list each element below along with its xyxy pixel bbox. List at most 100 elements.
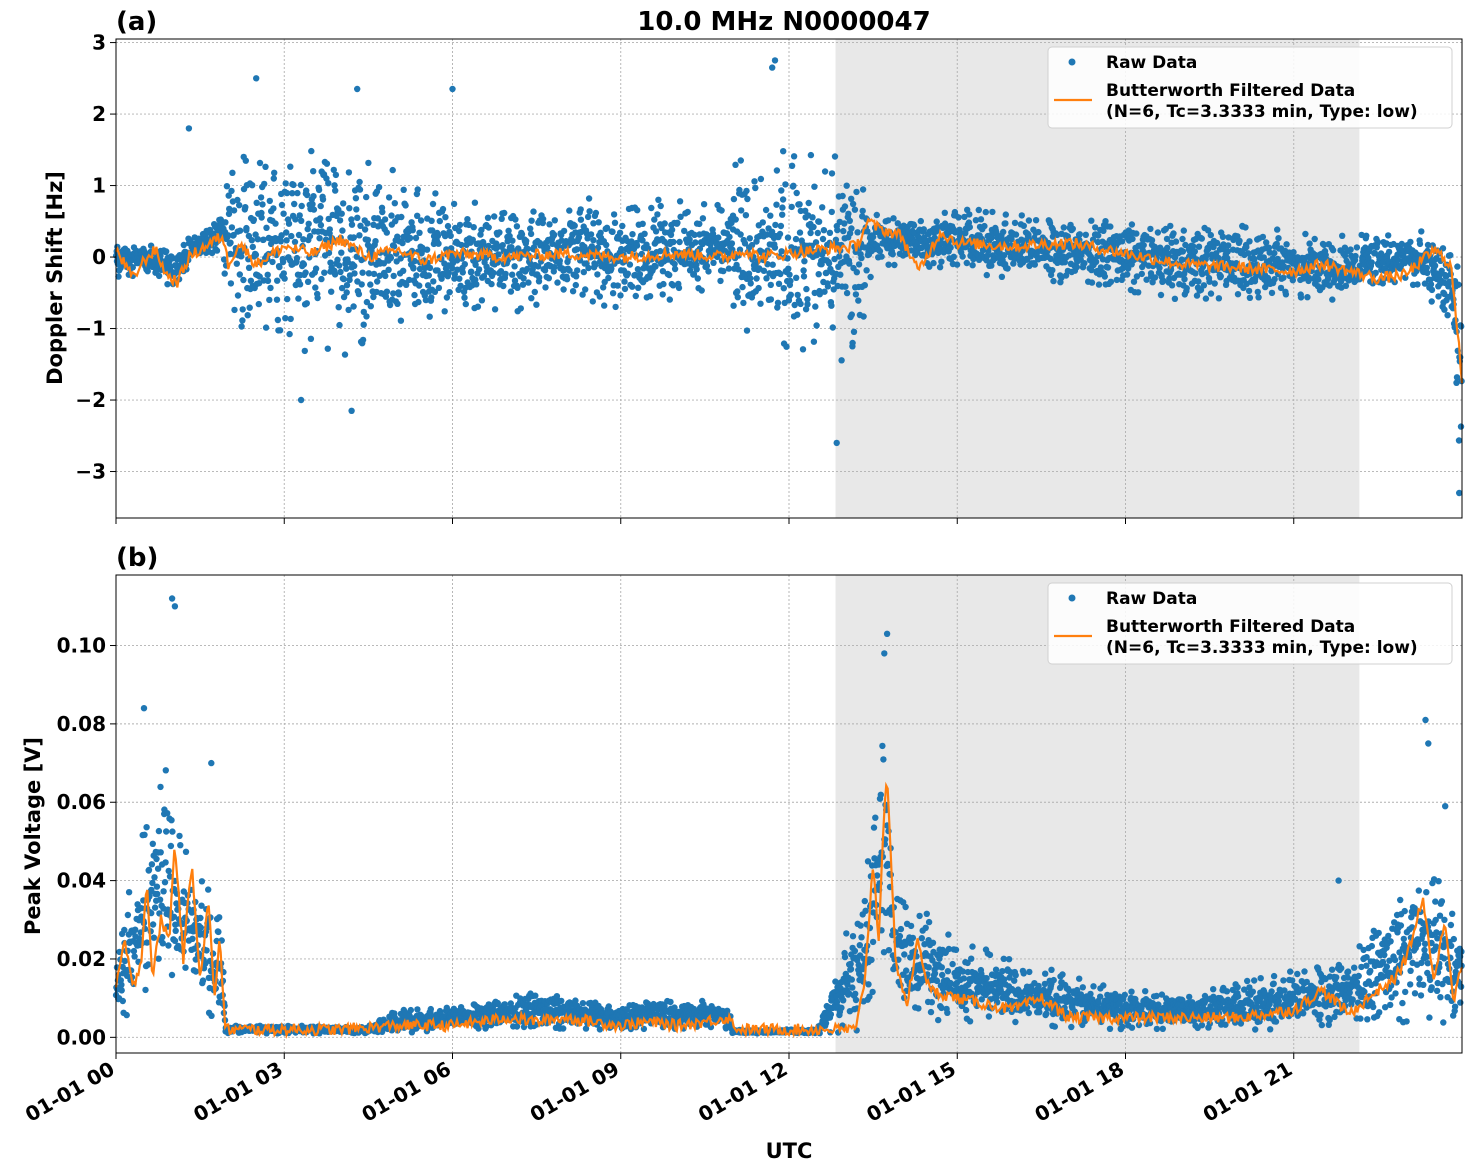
- raw-point: [242, 157, 249, 164]
- raw-point: [423, 246, 431, 253]
- raw-point: [1458, 323, 1465, 330]
- raw-point: [787, 291, 794, 298]
- raw-point: [814, 229, 821, 237]
- raw-point: [755, 284, 762, 292]
- raw-point: [461, 261, 468, 268]
- raw-point: [1183, 285, 1190, 292]
- raw-point: [742, 212, 750, 219]
- raw-point: [780, 285, 787, 292]
- raw-point: [361, 226, 369, 233]
- raw-point: [1243, 243, 1250, 251]
- raw-point: [740, 299, 747, 307]
- raw-point: [1012, 231, 1020, 238]
- raw-point: [769, 261, 776, 268]
- raw-point: [221, 270, 228, 277]
- raw-point: [385, 194, 393, 201]
- raw-point: [1160, 277, 1167, 284]
- raw-point: [141, 831, 148, 838]
- raw-point: [296, 281, 304, 288]
- raw-point: [350, 234, 357, 241]
- raw-point: [485, 242, 492, 250]
- raw-point: [283, 229, 290, 236]
- raw-point: [560, 286, 567, 293]
- raw-point: [828, 302, 835, 309]
- raw-point: [843, 182, 850, 189]
- raw-point: [245, 264, 253, 271]
- raw-point: [254, 236, 261, 243]
- raw-point: [1002, 211, 1009, 218]
- raw-point: [390, 290, 397, 297]
- raw-point: [444, 222, 452, 230]
- raw-point: [341, 351, 349, 358]
- raw-point: [255, 300, 262, 308]
- raw-point: [551, 231, 558, 239]
- raw-point: [253, 199, 260, 206]
- raw-point: [1101, 273, 1109, 280]
- raw-point: [782, 181, 789, 188]
- raw-point: [360, 321, 367, 328]
- raw-point: [351, 262, 358, 270]
- raw-point: [831, 153, 839, 160]
- raw-point: [295, 231, 303, 239]
- raw-point: [356, 186, 364, 193]
- raw-point: [283, 237, 290, 244]
- raw-point: [571, 222, 578, 229]
- raw-point: [590, 220, 597, 227]
- raw-point: [807, 229, 814, 237]
- raw-point: [145, 866, 153, 874]
- raw-point: [670, 238, 677, 246]
- raw-point: [310, 168, 317, 175]
- raw-point: [998, 273, 1006, 280]
- raw-point: [227, 239, 234, 246]
- raw-point: [1219, 233, 1227, 240]
- raw-point: [788, 203, 795, 211]
- raw-point: [811, 183, 818, 190]
- raw-point: [1418, 228, 1425, 235]
- raw-point: [327, 259, 334, 266]
- raw-point: [354, 85, 361, 93]
- raw-point: [367, 281, 374, 288]
- raw-point: [1306, 240, 1313, 247]
- raw-point: [484, 214, 492, 221]
- panel-a-legend: Raw Data Butterworth Filtered Data (N=6,…: [1047, 46, 1453, 129]
- raw-point: [415, 298, 422, 306]
- raw-point: [383, 229, 390, 236]
- raw-point: [1329, 247, 1337, 254]
- raw-point: [267, 240, 275, 248]
- raw-point: [263, 224, 270, 231]
- raw-point: [981, 222, 988, 230]
- raw-point: [612, 303, 619, 311]
- raw-point: [282, 315, 289, 322]
- raw-point: [298, 217, 305, 224]
- raw-point: [793, 189, 800, 197]
- raw-point: [834, 226, 841, 234]
- raw-point: [1049, 267, 1056, 274]
- raw-point: [456, 221, 464, 229]
- raw-point: [783, 343, 790, 350]
- raw-point: [910, 222, 918, 229]
- raw-point: [1171, 295, 1179, 302]
- raw-point: [605, 274, 612, 282]
- raw-point: [1353, 244, 1361, 251]
- raw-point: [1167, 222, 1174, 230]
- raw-point: [1368, 259, 1375, 266]
- raw-point: [287, 163, 294, 170]
- raw-point: [459, 269, 466, 276]
- raw-point: [601, 302, 608, 309]
- raw-point: [1447, 252, 1454, 259]
- raw-point: [1457, 423, 1465, 430]
- panel-a-legend-raw-label: Raw Data: [1106, 53, 1197, 73]
- raw-point: [715, 234, 722, 241]
- raw-point: [400, 186, 407, 193]
- raw-point: [1441, 306, 1448, 313]
- raw-point: [804, 301, 811, 308]
- raw-point: [301, 347, 308, 355]
- raw-point: [513, 1023, 521, 1030]
- raw-point: [357, 222, 364, 229]
- raw-point: [676, 198, 684, 205]
- raw-point: [331, 182, 338, 189]
- raw-point: [208, 1012, 215, 1019]
- raw-point: [228, 224, 236, 231]
- raw-point: [1095, 232, 1102, 239]
